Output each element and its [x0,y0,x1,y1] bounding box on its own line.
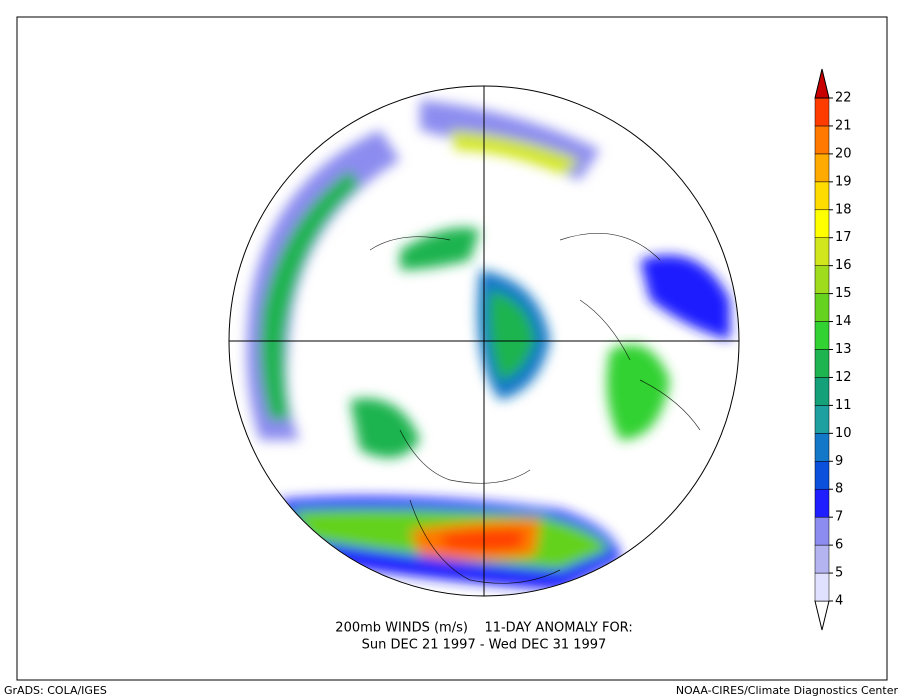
colorbar-band [814,265,830,294]
colorbar-band [814,181,830,211]
colorbar-band [814,516,830,546]
colorbar-band [814,209,830,238]
colorbar-label: 9 [835,454,843,469]
colorbar-label: 11 [835,398,852,413]
colorbar-label: 4 [835,594,843,609]
colorbar-band [814,377,830,406]
colorbar-band [814,572,830,602]
colorbar-label: 19 [835,174,852,189]
colorbar-band [814,405,830,434]
title-line: Sun DEC 21 1997 - Wed DEC 31 1997 [362,638,607,653]
colorbar-band [814,321,830,350]
colorbar-label: 15 [835,286,852,301]
colorbar-label: 21 [835,118,852,133]
colorbar-label: 10 [835,426,852,441]
colorbar-band [814,544,830,574]
footer-left: GrADS: COLA/IGES [4,684,107,697]
colorbar-label: 7 [835,510,843,525]
colorbar-band [814,97,830,127]
colorbar-band [814,237,830,266]
colorbar-label: 8 [835,482,843,497]
wind-map [229,86,739,596]
colorbar-label: 12 [835,370,852,385]
colorbar-band [814,153,830,183]
colorbar-label: 18 [835,202,852,217]
colorbar-band [814,293,830,322]
title-line: 200mb WINDS (m/s) 11-DAY ANOMALY FOR: [335,621,632,636]
colorbar-label: 22 [835,91,852,106]
colorbar-label: 17 [835,230,852,245]
colorbar-band [814,488,830,518]
colorbar-label: 6 [835,538,843,553]
colorbar-band [814,349,830,378]
colorbar-label: 13 [835,342,852,357]
map-border [228,85,740,597]
colorbar-label: 16 [835,258,852,273]
colorbar-arrow-low [814,600,830,631]
colorbar-band [814,433,830,462]
colorbar-band [814,461,830,490]
footer-right: NOAA-CIRES/Climate Diagnostics Center [676,684,899,697]
colorbar-label: 5 [835,566,843,581]
colorbar: 4 5 6 7 8 9 10 11 12 13 14 15 16 17 18 19 20 21 22 [814,68,852,631]
frame [16,16,888,681]
colorbar-label: 14 [835,314,852,329]
colorbar-arrow-high [814,68,830,99]
colorbar-label: 20 [835,146,852,161]
colorbar-band [814,125,830,155]
